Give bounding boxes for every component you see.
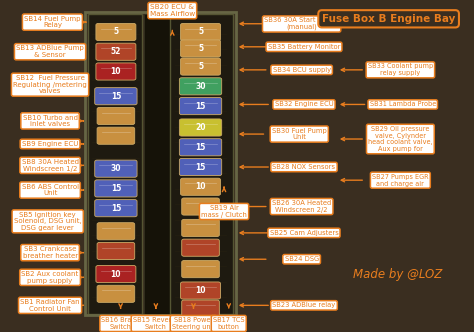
Text: SB9 Engine ECU: SB9 Engine ECU <box>22 141 78 147</box>
Text: SB5 Ignition key
Solenoid, DSG unit,
DSG gear lever: SB5 Ignition key Solenoid, DSG unit, DSG… <box>14 211 82 231</box>
Text: SB3 Crankcase
breather heater: SB3 Crankcase breather heater <box>22 246 78 259</box>
FancyBboxPatch shape <box>95 180 137 197</box>
FancyBboxPatch shape <box>179 78 222 95</box>
FancyBboxPatch shape <box>182 261 219 278</box>
FancyBboxPatch shape <box>96 24 136 41</box>
Text: 15: 15 <box>111 184 121 193</box>
FancyBboxPatch shape <box>181 178 220 195</box>
Text: SB25 Cam Adjusters: SB25 Cam Adjusters <box>270 230 338 236</box>
Text: SB35 Battery Monitor: SB35 Battery Monitor <box>268 44 340 50</box>
Text: SB31 Lambda Probe: SB31 Lambda Probe <box>370 102 436 108</box>
Text: SB34 BCU supply: SB34 BCU supply <box>273 67 331 73</box>
FancyBboxPatch shape <box>144 14 170 314</box>
Text: 15: 15 <box>195 102 206 111</box>
FancyBboxPatch shape <box>96 63 136 80</box>
FancyBboxPatch shape <box>179 139 222 156</box>
Text: SB33 Coolant pump
relay supply: SB33 Coolant pump relay supply <box>368 63 433 76</box>
Text: 15: 15 <box>195 163 206 172</box>
FancyBboxPatch shape <box>97 127 135 144</box>
Text: 5: 5 <box>198 62 203 71</box>
FancyBboxPatch shape <box>95 88 137 105</box>
Text: 5: 5 <box>113 28 118 37</box>
Text: SB15 Reverse
Switch: SB15 Reverse Switch <box>133 317 179 330</box>
FancyBboxPatch shape <box>182 198 219 215</box>
Text: 10: 10 <box>195 182 206 191</box>
Text: SB6 ABS Control
Unit: SB6 ABS Control Unit <box>21 184 79 197</box>
Text: 30: 30 <box>195 82 206 91</box>
Text: SB17 TCS
button: SB17 TCS button <box>213 317 245 330</box>
FancyBboxPatch shape <box>97 242 135 260</box>
FancyBboxPatch shape <box>170 14 234 314</box>
Text: SB32 Engine ECU: SB32 Engine ECU <box>274 102 333 108</box>
Text: 30: 30 <box>110 164 121 173</box>
Text: SB23 ADBlue relay: SB23 ADBlue relay <box>273 302 336 308</box>
FancyBboxPatch shape <box>97 223 135 240</box>
Text: SB1 Radiator Fan
Control Unit: SB1 Radiator Fan Control Unit <box>20 299 80 312</box>
Text: 10: 10 <box>110 270 121 279</box>
FancyBboxPatch shape <box>181 58 220 75</box>
FancyBboxPatch shape <box>179 158 222 176</box>
FancyBboxPatch shape <box>179 119 222 136</box>
Text: SB29 Oil pressure
valve, Cylynder
head coolant valve,
Aux pump for: SB29 Oil pressure valve, Cylynder head c… <box>368 126 433 152</box>
FancyBboxPatch shape <box>97 108 135 124</box>
FancyBboxPatch shape <box>181 282 220 299</box>
Text: 10: 10 <box>195 286 206 295</box>
Text: SB19 Air
mass / Clutch: SB19 Air mass / Clutch <box>201 205 247 218</box>
FancyBboxPatch shape <box>88 14 142 314</box>
Text: Fuse Box B Engine Bay: Fuse Box B Engine Bay <box>322 14 456 24</box>
FancyBboxPatch shape <box>95 200 137 217</box>
Text: 52: 52 <box>111 47 121 56</box>
Text: SB30 Fuel Pump
Unit: SB30 Fuel Pump Unit <box>272 128 327 140</box>
Text: SB14 Fuel Pump
Relay: SB14 Fuel Pump Relay <box>24 16 81 29</box>
Text: SB8 30A Heated
Windscreen 1/2: SB8 30A Heated Windscreen 1/2 <box>21 159 79 172</box>
Text: 15: 15 <box>195 143 206 152</box>
Text: SB27 Pumps EGR
and charge air: SB27 Pumps EGR and charge air <box>372 174 428 187</box>
Text: 20: 20 <box>195 123 206 132</box>
FancyBboxPatch shape <box>181 24 220 41</box>
Text: SB20 ECU &
Mass Airflow: SB20 ECU & Mass Airflow <box>150 4 195 17</box>
FancyBboxPatch shape <box>95 160 137 177</box>
Text: 10: 10 <box>110 67 121 76</box>
Text: SB13 ADBlue Pump
& Sensor: SB13 ADBlue Pump & Sensor <box>16 45 84 58</box>
Text: SB12  Fuel Pressure
Regulating /metering
valves: SB12 Fuel Pressure Regulating /metering … <box>13 75 87 94</box>
Text: SB36 30A Start Inhibit
(manual): SB36 30A Start Inhibit (manual) <box>264 17 339 30</box>
Text: 15: 15 <box>111 92 121 101</box>
FancyBboxPatch shape <box>179 98 222 115</box>
FancyBboxPatch shape <box>181 40 220 57</box>
FancyBboxPatch shape <box>96 43 136 60</box>
Text: SB24 DSG: SB24 DSG <box>284 256 319 262</box>
Text: SB2 Aux coolant
pump supply: SB2 Aux coolant pump supply <box>21 271 79 284</box>
Text: SB26 30A Heated
Windscreen 2/2: SB26 30A Heated Windscreen 2/2 <box>272 200 331 213</box>
Text: SB18 Power
Steering unit: SB18 Power Steering unit <box>172 317 215 330</box>
FancyBboxPatch shape <box>182 219 219 236</box>
FancyBboxPatch shape <box>182 239 219 256</box>
Text: 15: 15 <box>111 204 121 213</box>
Text: SB10 Turbo and
inlet valves: SB10 Turbo and inlet valves <box>23 115 78 127</box>
Text: Made by @LOZ: Made by @LOZ <box>354 268 443 281</box>
FancyBboxPatch shape <box>182 300 219 317</box>
Text: SB28 NOX Sensors: SB28 NOX Sensors <box>273 164 336 170</box>
Text: 5: 5 <box>198 28 203 37</box>
FancyBboxPatch shape <box>97 285 135 302</box>
Text: 5: 5 <box>198 44 203 53</box>
Text: SB16 Brake
Switch: SB16 Brake Switch <box>101 317 140 330</box>
FancyBboxPatch shape <box>96 266 136 283</box>
